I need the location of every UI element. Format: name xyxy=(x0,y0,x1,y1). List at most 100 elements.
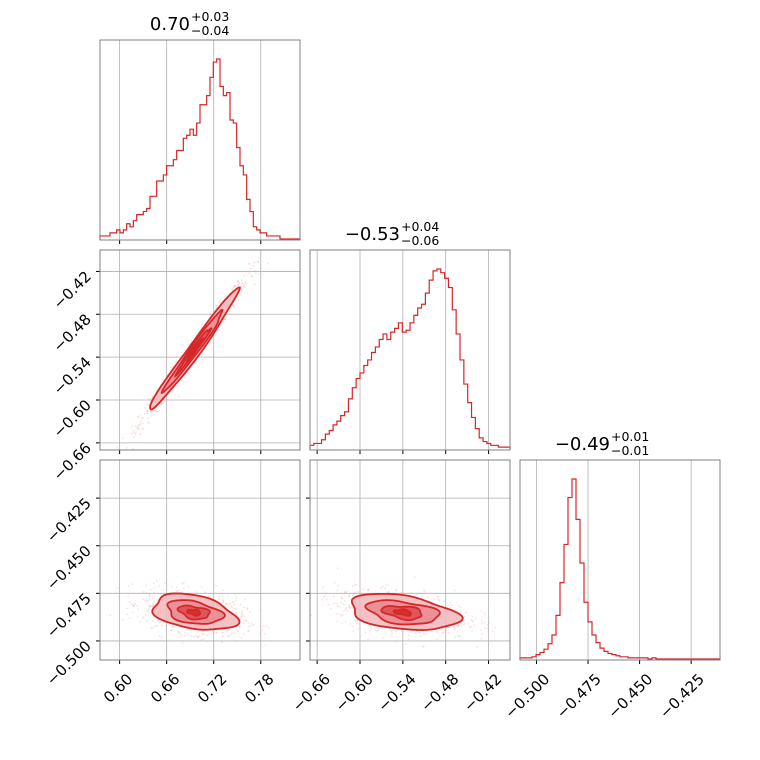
param-2-vs-param-3-sample-point xyxy=(381,636,384,639)
param-2-vs-param-3-sample-point xyxy=(410,635,412,638)
param-2-vs-param-3-sample-point xyxy=(348,595,351,597)
param-2-vs-param-3-sample-point xyxy=(343,591,346,593)
param-1-vs-param-3-sample-point xyxy=(235,599,237,601)
param-1-vs-param-3-sample-point xyxy=(234,608,237,610)
param-1-vs-param-3-sample-point xyxy=(231,606,234,608)
param-1-vs-param-2-sample-point xyxy=(122,437,125,440)
param-2-vs-param-3-sample-point xyxy=(387,591,390,593)
param-1-vs-param-3-ytick-label-1: −0.450 xyxy=(43,542,95,594)
param-2-vs-param-3-sample-point xyxy=(370,628,373,630)
param-2-vs-param-3-sample-point xyxy=(418,632,421,634)
param-2-vs-param-3-sample-point xyxy=(356,622,358,625)
param-1-vs-param-2-sample-point xyxy=(242,285,245,287)
param-1-vs-param-3-sample-point xyxy=(190,635,193,638)
param-1-vs-param-2-sample-point xyxy=(257,273,260,275)
param-1-vs-param-2-sample-point xyxy=(249,267,252,270)
param-1-vs-param-3-sample-point xyxy=(247,629,250,632)
param-1-vs-param-2-sample-point xyxy=(161,378,164,380)
param-1-vs-param-2-sample-point xyxy=(147,421,150,424)
param-2-vs-param-3-sample-point xyxy=(394,630,397,633)
param-2-vs-param-3-sample-point xyxy=(449,602,452,604)
param-1-vs-param-3-sample-point xyxy=(153,601,156,603)
param-1-vs-param-2-sample-point xyxy=(176,384,179,387)
param-1-vs-param-3-sample-point xyxy=(235,613,238,616)
param-1-vs-param-2-sample-point xyxy=(244,281,247,284)
param-2-vs-param-3-xtick-label-4: −0.42 xyxy=(460,670,505,715)
param-1-vs-param-2-sample-point xyxy=(147,397,150,400)
param-1-vs-param-3-sample-point xyxy=(165,588,168,590)
param-2-vs-param-3-sample-point xyxy=(460,622,463,624)
param-1-vs-param-3-xtick-label-2: 0.72 xyxy=(194,670,230,706)
param-2-vs-param-3-sample-point xyxy=(422,633,425,635)
param-1-vs-param-2-sample-point xyxy=(236,279,239,282)
param-2-vs-param-3-sample-point xyxy=(456,625,459,628)
param-1-vs-param-3-sample-point xyxy=(165,584,168,587)
param-1-vs-param-3-sample-point xyxy=(148,595,151,598)
param-1-vs-param-3-sample-point xyxy=(149,588,152,591)
param-2-vs-param-3-sample-point xyxy=(367,638,370,641)
param-3-marginal-xtick-label-2: −0.450 xyxy=(604,670,656,722)
param-1-vs-param-3-sample-point xyxy=(227,629,230,631)
param-1-vs-param-2-sample-point xyxy=(147,417,149,420)
title-lower-error: −0.04 xyxy=(191,23,229,38)
param-2-vs-param-3-sample-point xyxy=(460,625,463,628)
param-1-vs-param-3-sample-point xyxy=(243,633,246,636)
param-2-vs-param-3-sample-point xyxy=(481,633,484,635)
param-2-vs-param-3-sample-point xyxy=(329,608,332,610)
param-1-vs-param-3-sample-point xyxy=(117,586,119,589)
param-1-vs-param-3-sample-point xyxy=(126,607,129,610)
param-2-vs-param-3-sample-point xyxy=(467,622,469,625)
param-1-vs-param-2-sample-point xyxy=(255,272,257,274)
param-2-vs-param-3-sample-point xyxy=(443,631,445,634)
param-1-vs-param-2-sample-point xyxy=(233,305,236,307)
param-1-vs-param-2-sample-point xyxy=(155,410,157,413)
param-2-vs-param-3-sample-point xyxy=(491,630,494,633)
param-1-vs-param-2-ytick-label-2: −0.54 xyxy=(50,353,95,398)
param-1-vs-param-3-sample-point xyxy=(227,603,230,606)
param-2-vs-param-3-sample-point xyxy=(357,628,359,630)
param-1-vs-param-3-sample-point xyxy=(142,590,145,593)
param-3-marginal-xtick-label-0: −0.500 xyxy=(501,670,553,722)
title-median: 0.70 xyxy=(150,14,190,35)
param-1-vs-param-2-sample-point xyxy=(149,410,151,413)
param-1-vs-param-3-sample-point xyxy=(165,629,167,632)
param-1-vs-param-3-sample-point xyxy=(163,582,166,585)
param-1-vs-param-3-sample-point xyxy=(202,638,205,641)
param-1-vs-param-3-sample-point xyxy=(268,627,270,629)
param-1-vs-param-3-ytick-label-0: −0.425 xyxy=(43,494,95,546)
param-1-vs-param-2-sample-point xyxy=(231,285,234,287)
param-2-vs-param-3-sample-point xyxy=(463,622,466,625)
param-1-vs-param-3-sample-point xyxy=(259,609,262,611)
param-1-vs-param-2-sample-point xyxy=(266,262,269,265)
param-1-vs-param-3-density-fill-3 xyxy=(186,609,201,616)
param-1-vs-param-3-sample-point xyxy=(202,633,204,636)
param-1-vs-param-2-sample-point xyxy=(151,410,153,413)
param-1-vs-param-3-sample-point xyxy=(152,582,155,585)
param-1-vs-param-2-sample-point xyxy=(136,424,139,427)
param-1-vs-param-3-sample-point xyxy=(153,592,156,594)
param-2-vs-param-3-sample-point xyxy=(472,620,474,623)
param-2-vs-param-3-xtick-label-1: −0.60 xyxy=(332,670,377,715)
param-2-vs-param-3-sample-point xyxy=(352,594,354,597)
param-1-vs-param-2-sample-point xyxy=(138,427,140,430)
param-1-vs-param-3-sample-point xyxy=(127,585,130,587)
param-1-vs-param-2-sample-point xyxy=(183,349,186,352)
param-1-vs-param-2-sample-point xyxy=(248,263,251,266)
param-2-vs-param-3-frame xyxy=(309,459,511,661)
param-1-vs-param-2-sample-point xyxy=(132,431,135,434)
param-1-vs-param-3-sample-point xyxy=(264,644,267,647)
param-1-vs-param-3-sample-point xyxy=(232,601,235,604)
param-1-marginal xyxy=(99,40,301,244)
param-1-vs-param-3-sample-point xyxy=(249,624,252,627)
param-2-vs-param-3-sample-point xyxy=(362,588,365,591)
param-1-vs-param-2-contour-2 xyxy=(174,327,213,378)
param-2-vs-param-3-sample-point xyxy=(420,635,422,637)
param-1-vs-param-3-sample-point xyxy=(265,625,268,627)
param-1-vs-param-2-sample-point xyxy=(160,402,163,405)
param-1-vs-param-3-sample-point xyxy=(212,630,215,633)
param-1-vs-param-2-sample-point xyxy=(126,446,128,449)
param-1-vs-param-3-sample-point xyxy=(172,625,175,628)
param-2-vs-param-3-contour-2 xyxy=(380,605,423,621)
param-1-vs-param-2-sample-point xyxy=(140,420,143,423)
param-1-vs-param-3-sample-point xyxy=(148,594,151,597)
